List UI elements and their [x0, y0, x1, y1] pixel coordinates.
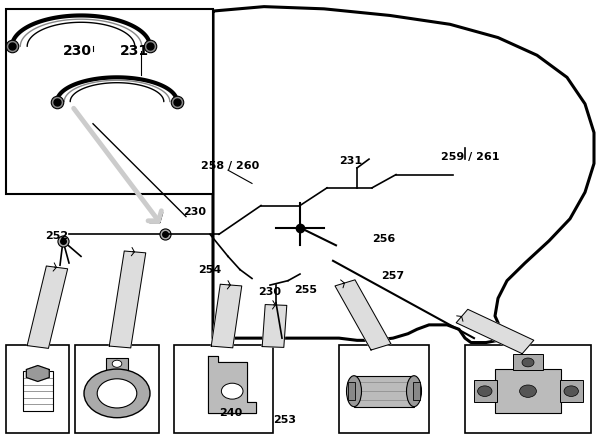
Text: 259 / 261: 259 / 261	[441, 152, 499, 162]
Polygon shape	[109, 251, 146, 348]
Bar	[560, 380, 583, 402]
Text: 253: 253	[273, 415, 296, 425]
Bar	[465, 345, 591, 433]
Ellipse shape	[347, 376, 361, 407]
Circle shape	[522, 358, 534, 367]
Bar	[339, 345, 429, 433]
Text: 257: 257	[381, 271, 404, 281]
Text: 231: 231	[120, 44, 149, 58]
Circle shape	[520, 385, 536, 397]
Circle shape	[478, 386, 492, 396]
Text: 230: 230	[63, 44, 92, 58]
Polygon shape	[211, 284, 242, 348]
Bar	[474, 380, 497, 402]
Text: 255: 255	[294, 285, 317, 294]
Text: 256: 256	[372, 234, 395, 244]
Bar	[6, 9, 213, 194]
Bar	[513, 354, 543, 370]
Text: 240: 240	[219, 408, 242, 418]
Text: 258 / 260: 258 / 260	[201, 161, 259, 171]
Bar	[348, 382, 355, 400]
Circle shape	[84, 369, 150, 418]
Circle shape	[112, 360, 122, 367]
Text: 254: 254	[198, 265, 221, 274]
Bar	[6, 345, 69, 433]
Bar	[354, 376, 414, 407]
Bar	[75, 345, 159, 433]
Circle shape	[564, 386, 578, 396]
Polygon shape	[262, 305, 287, 347]
Text: 231: 231	[339, 156, 362, 166]
Bar	[174, 345, 273, 433]
Polygon shape	[456, 309, 534, 354]
Polygon shape	[208, 356, 256, 413]
Text: 230: 230	[183, 207, 206, 217]
Bar	[23, 371, 53, 411]
Circle shape	[97, 379, 137, 408]
Polygon shape	[26, 366, 49, 381]
Circle shape	[221, 383, 243, 399]
Polygon shape	[335, 280, 391, 350]
Bar	[413, 382, 420, 400]
Text: 230: 230	[258, 287, 281, 297]
Text: 252: 252	[45, 232, 68, 241]
Polygon shape	[27, 266, 68, 348]
Bar	[106, 358, 128, 371]
Ellipse shape	[407, 376, 422, 407]
Bar	[495, 369, 561, 413]
